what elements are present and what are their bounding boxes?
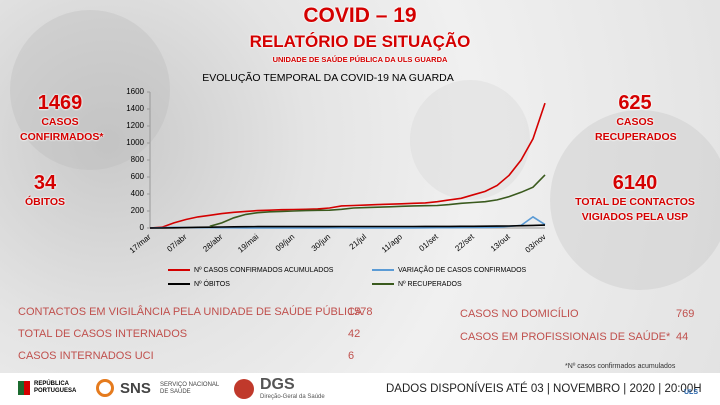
- row-label: TOTAL DE CASOS INTERNADOS: [18, 328, 188, 340]
- row-value: 42: [348, 328, 361, 340]
- series-line: [209, 174, 546, 228]
- stat-value: 34: [33, 172, 57, 194]
- stat-deaths: 34 ÓBITOS: [10, 172, 80, 210]
- stat-label: CASOS CONFIRMADOS*: [20, 116, 104, 143]
- x-tick-label: 30/jun: [310, 232, 332, 253]
- legend-label: Nº CASOS CONFIRMADOS ACUMULADOS: [194, 267, 334, 274]
- row-value: 1578: [348, 306, 373, 318]
- series-line: [150, 224, 546, 229]
- title: COVID – 19: [303, 4, 417, 27]
- x-tick-label: 21/jul: [348, 232, 369, 251]
- x-tick-label: 13/out: [489, 232, 512, 254]
- footer-date: DADOS DISPONÍVEIS ATÉ 03 | NOVEMBRO | 20…: [386, 383, 702, 395]
- y-tick-label: 800: [131, 155, 145, 164]
- stat-value: 6140: [612, 172, 658, 194]
- x-tick-label: 01/set: [417, 232, 440, 253]
- logo-text: SNS: [120, 380, 151, 397]
- y-tick-label: 1600: [126, 87, 144, 96]
- stat-label: TOTAL DE CONTACTOS VIGIADOS PELA USP: [575, 196, 695, 223]
- x-tick-label: 17/mar: [128, 232, 153, 255]
- stat-label: ÓBITOS: [24, 196, 66, 208]
- chart-title: EVOLUÇÃO TEMPORAL DA COVID-19 NA GUARDA: [202, 71, 453, 84]
- y-tick-label: 0: [140, 223, 145, 232]
- legend-label: Nº RECUPERADOS: [398, 281, 462, 288]
- stat-value: 625: [618, 92, 652, 114]
- logo-sns-icon: [96, 379, 114, 397]
- stat-contacts: 6140 TOTAL DE CONTACTOS VIGIADOS PELA US…: [560, 172, 710, 225]
- subtitle: RELATÓRIO DE SITUAÇÃO: [249, 32, 471, 51]
- x-tick-label: 03/nov: [523, 232, 547, 254]
- y-tick-label: 1000: [126, 138, 144, 147]
- logo-dgs-icon: [234, 379, 254, 399]
- logo-text: REPÚBLICA PORTUGUESA: [34, 381, 77, 394]
- series-line: [149, 102, 546, 229]
- x-tick-label: 22/set: [453, 232, 476, 253]
- logo-text: ULS: [684, 389, 698, 396]
- legend-label: Nº ÓBITOS: [194, 279, 230, 288]
- row-label: CASOS NO DOMICÍLIO: [460, 308, 579, 320]
- row-value: 44: [676, 331, 689, 343]
- x-tick-label: 07/abr: [165, 232, 188, 254]
- stat-confirmed: 1469 CASOS CONFIRMADOS*: [10, 92, 110, 145]
- logo-flag: [18, 381, 30, 395]
- unit: UNIDADE DE SAÚDE PÚBLICA DA ULS GUARDA: [272, 55, 448, 64]
- legend-label: VARIAÇÃO DE CASOS CONFIRMADOS: [398, 265, 527, 274]
- row-value: 6: [348, 350, 355, 362]
- logo-text: SERVIÇO NACIONAL DE SAÚDE: [160, 382, 220, 395]
- y-tick-label: 1200: [126, 121, 144, 130]
- footer: REPÚBLICA PORTUGUESA SNS SERVIÇO NACIONA…: [0, 373, 720, 405]
- y-tick-label: 1400: [126, 104, 144, 113]
- x-tick-label: 19/mai: [236, 232, 260, 254]
- footnote: *Nº casos confirmados acumulados: [565, 363, 676, 370]
- stat-label: CASOS RECUPERADOS: [595, 116, 677, 143]
- row-label: CASOS INTERNADOS UCI: [18, 350, 154, 362]
- row-label: CASOS EM PROFISSIONAIS DE SAÚDE*: [460, 331, 671, 343]
- y-tick-label: 400: [131, 189, 145, 198]
- logo-text: DGS: [260, 376, 295, 393]
- chart: EVOLUÇÃO TEMPORAL DA COVID-19 NA GUARDA …: [126, 71, 547, 288]
- logo-text: Direção-Geral da Saúde: [260, 394, 325, 400]
- row-label: CONTACTOS EM VIGILÂNCIA PELA UNIDADE DE …: [18, 306, 363, 318]
- y-tick-label: 600: [131, 172, 145, 181]
- x-tick-label: 09/jun: [274, 232, 296, 253]
- x-tick-label: 11/ago: [380, 232, 404, 255]
- stat-value: 1469: [37, 92, 83, 114]
- row-value: 769: [676, 308, 695, 320]
- stat-recovered: 625 CASOS RECUPERADOS: [575, 92, 695, 145]
- y-tick-label: 200: [131, 206, 145, 215]
- x-tick-label: 28/abr: [201, 232, 224, 254]
